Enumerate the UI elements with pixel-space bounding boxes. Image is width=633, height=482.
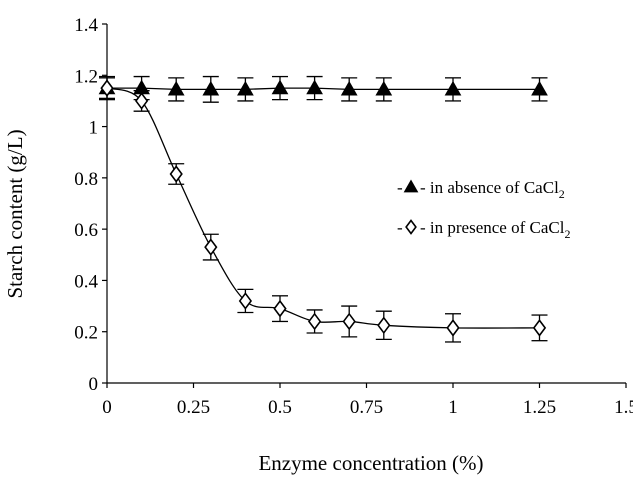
data-point bbox=[204, 238, 218, 256]
y-tick-label: 0 bbox=[89, 374, 99, 395]
data-point bbox=[100, 79, 114, 97]
legend-item: -- in absence of CaCl2 bbox=[397, 178, 565, 201]
y-tick-label: 1.4 bbox=[74, 15, 98, 36]
legend-item: -- in presence of CaCl2 bbox=[397, 218, 570, 241]
legend-dash: - bbox=[397, 178, 403, 197]
legend-dash: - bbox=[397, 218, 403, 237]
x-tick-label: 0 bbox=[102, 397, 112, 418]
x-tick-label: 1.5 bbox=[614, 397, 633, 418]
data-point bbox=[532, 319, 547, 337]
legend-triangle-icon bbox=[403, 179, 419, 193]
axes: 0 0.2 0.4 0.6 0.8 1 1.2 1.4 0 0.25 0.5 0.75 1 1.25 1.5 bbox=[74, 15, 633, 418]
data-point bbox=[306, 79, 323, 95]
y-tick-label: 0.2 bbox=[74, 323, 98, 344]
y-tick-label: 0.6 bbox=[74, 220, 98, 241]
x-tick-label: 0.75 bbox=[350, 397, 383, 418]
data-point bbox=[531, 80, 548, 96]
legend: -- in absence of CaCl2- - in presence of … bbox=[397, 178, 570, 241]
x-axis-label: Enzyme concentration (%) bbox=[258, 451, 483, 475]
legend-label: - in presence of CaCl2 bbox=[420, 218, 570, 241]
legend-label: - in absence of CaCl2 bbox=[420, 178, 565, 201]
data-point bbox=[202, 80, 220, 96]
data-point bbox=[238, 292, 253, 310]
x-tick-label: 1 bbox=[448, 397, 458, 418]
legend-diamond-icon bbox=[405, 219, 417, 235]
data-point bbox=[273, 299, 287, 318]
data-point bbox=[167, 80, 185, 96]
y-tick-label: 0.8 bbox=[74, 169, 98, 190]
series-1 bbox=[98, 75, 548, 103]
x-tick-label: 0.5 bbox=[268, 397, 292, 418]
y-tick-label: 1 bbox=[89, 118, 99, 139]
data-point bbox=[377, 316, 391, 335]
data-point bbox=[134, 92, 149, 110]
x-tick-label: 1.25 bbox=[523, 397, 556, 418]
y-tick-label: 1.2 bbox=[74, 66, 98, 87]
y-axis-label: Starch content (g/L) bbox=[3, 129, 27, 298]
data-point bbox=[169, 165, 183, 183]
data-point bbox=[375, 80, 393, 96]
series-line bbox=[106, 87, 540, 329]
data-point bbox=[342, 312, 356, 331]
y-tick-label: 0.4 bbox=[74, 271, 98, 292]
data-point bbox=[444, 80, 462, 96]
data-point bbox=[340, 80, 358, 96]
x-tick-label: 0.25 bbox=[177, 397, 210, 418]
series-2 bbox=[99, 77, 548, 343]
data-point bbox=[237, 80, 254, 96]
data-point bbox=[271, 79, 289, 95]
data-point bbox=[446, 319, 460, 337]
series-layer bbox=[98, 75, 548, 343]
data-point bbox=[307, 312, 322, 331]
